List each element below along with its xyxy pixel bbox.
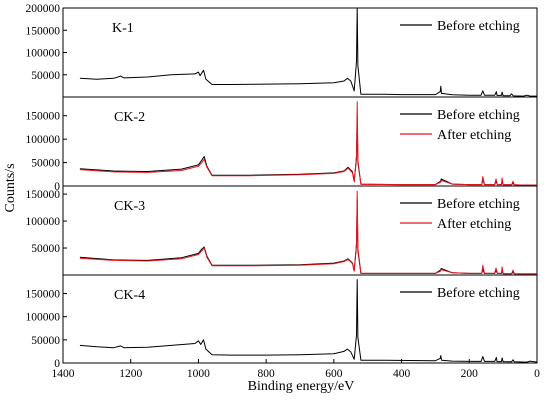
- y-tick-label: 100000: [26, 134, 61, 146]
- x-tick-label: 200: [461, 368, 479, 380]
- y-tick-label: 50000: [31, 335, 60, 347]
- y-tick-label: 150000: [26, 289, 61, 301]
- x-tick-label: 1400: [52, 368, 75, 380]
- y-tick-label: 100000: [26, 312, 61, 324]
- panel-2: 0 50000 100000 150000 CK-2 Before etching Afte…: [26, 96, 538, 193]
- legend-label: Before etching: [437, 197, 520, 212]
- y-tick-label: 150000: [26, 111, 61, 123]
- x-axis-title: Binding energy/eV: [248, 379, 355, 394]
- series-line: [79, 279, 538, 363]
- y-tick-label: 50000: [31, 243, 60, 255]
- stacked-panels: 50000 100000 150000 200000 K-1 Before etching…: [26, 3, 538, 370]
- y-tick-label: 200000: [26, 3, 61, 15]
- y-tick-label: 50000: [31, 70, 60, 82]
- y-tick-label: 100000: [26, 216, 61, 228]
- x-tick-label: 600: [325, 368, 343, 380]
- y-tick-label: 0: [54, 181, 60, 193]
- y-axis-title: Counts/s: [3, 163, 18, 212]
- panel-label: CK-4: [114, 288, 145, 303]
- legend-label: Before etching: [437, 19, 520, 34]
- y-tick-label: 150000: [26, 25, 61, 37]
- y-tick-label: 50000: [31, 158, 60, 170]
- y-tick-label: 150000: [26, 189, 61, 201]
- panel-1: 50000 100000 150000 200000 K-1 Before etching: [26, 3, 538, 98]
- panel-label: CK-3: [114, 199, 145, 214]
- series-line: [79, 7, 537, 97]
- x-tick-label: 1000: [187, 368, 210, 380]
- panel-3: 50000 100000 150000 CK-3 Before etching After…: [26, 185, 538, 276]
- legend-label: After etching: [437, 217, 511, 232]
- panel-label: K-1: [112, 21, 134, 36]
- panel-label: CK-2: [114, 110, 145, 125]
- x-tick-label: 800: [258, 368, 276, 380]
- x-axis: 1400 1200 1000 800 600 400 200 0: [52, 359, 540, 380]
- panel-frame: [62, 274, 538, 364]
- legend-label: After etching: [437, 128, 511, 143]
- series-line: [79, 190, 537, 275]
- y-tick-label: 100000: [26, 48, 61, 60]
- panel-4: 0 50000 100000 150000 CK-4 Before etching: [26, 274, 538, 370]
- legend-label: Before etching: [437, 108, 520, 123]
- x-tick-label: 0: [534, 368, 540, 380]
- y-tick-label: 0: [54, 358, 60, 370]
- x-tick-label: 1200: [119, 368, 142, 380]
- x-tick-label: 400: [393, 368, 411, 380]
- legend-label: Before etching: [437, 286, 520, 301]
- series-line: [79, 101, 537, 186]
